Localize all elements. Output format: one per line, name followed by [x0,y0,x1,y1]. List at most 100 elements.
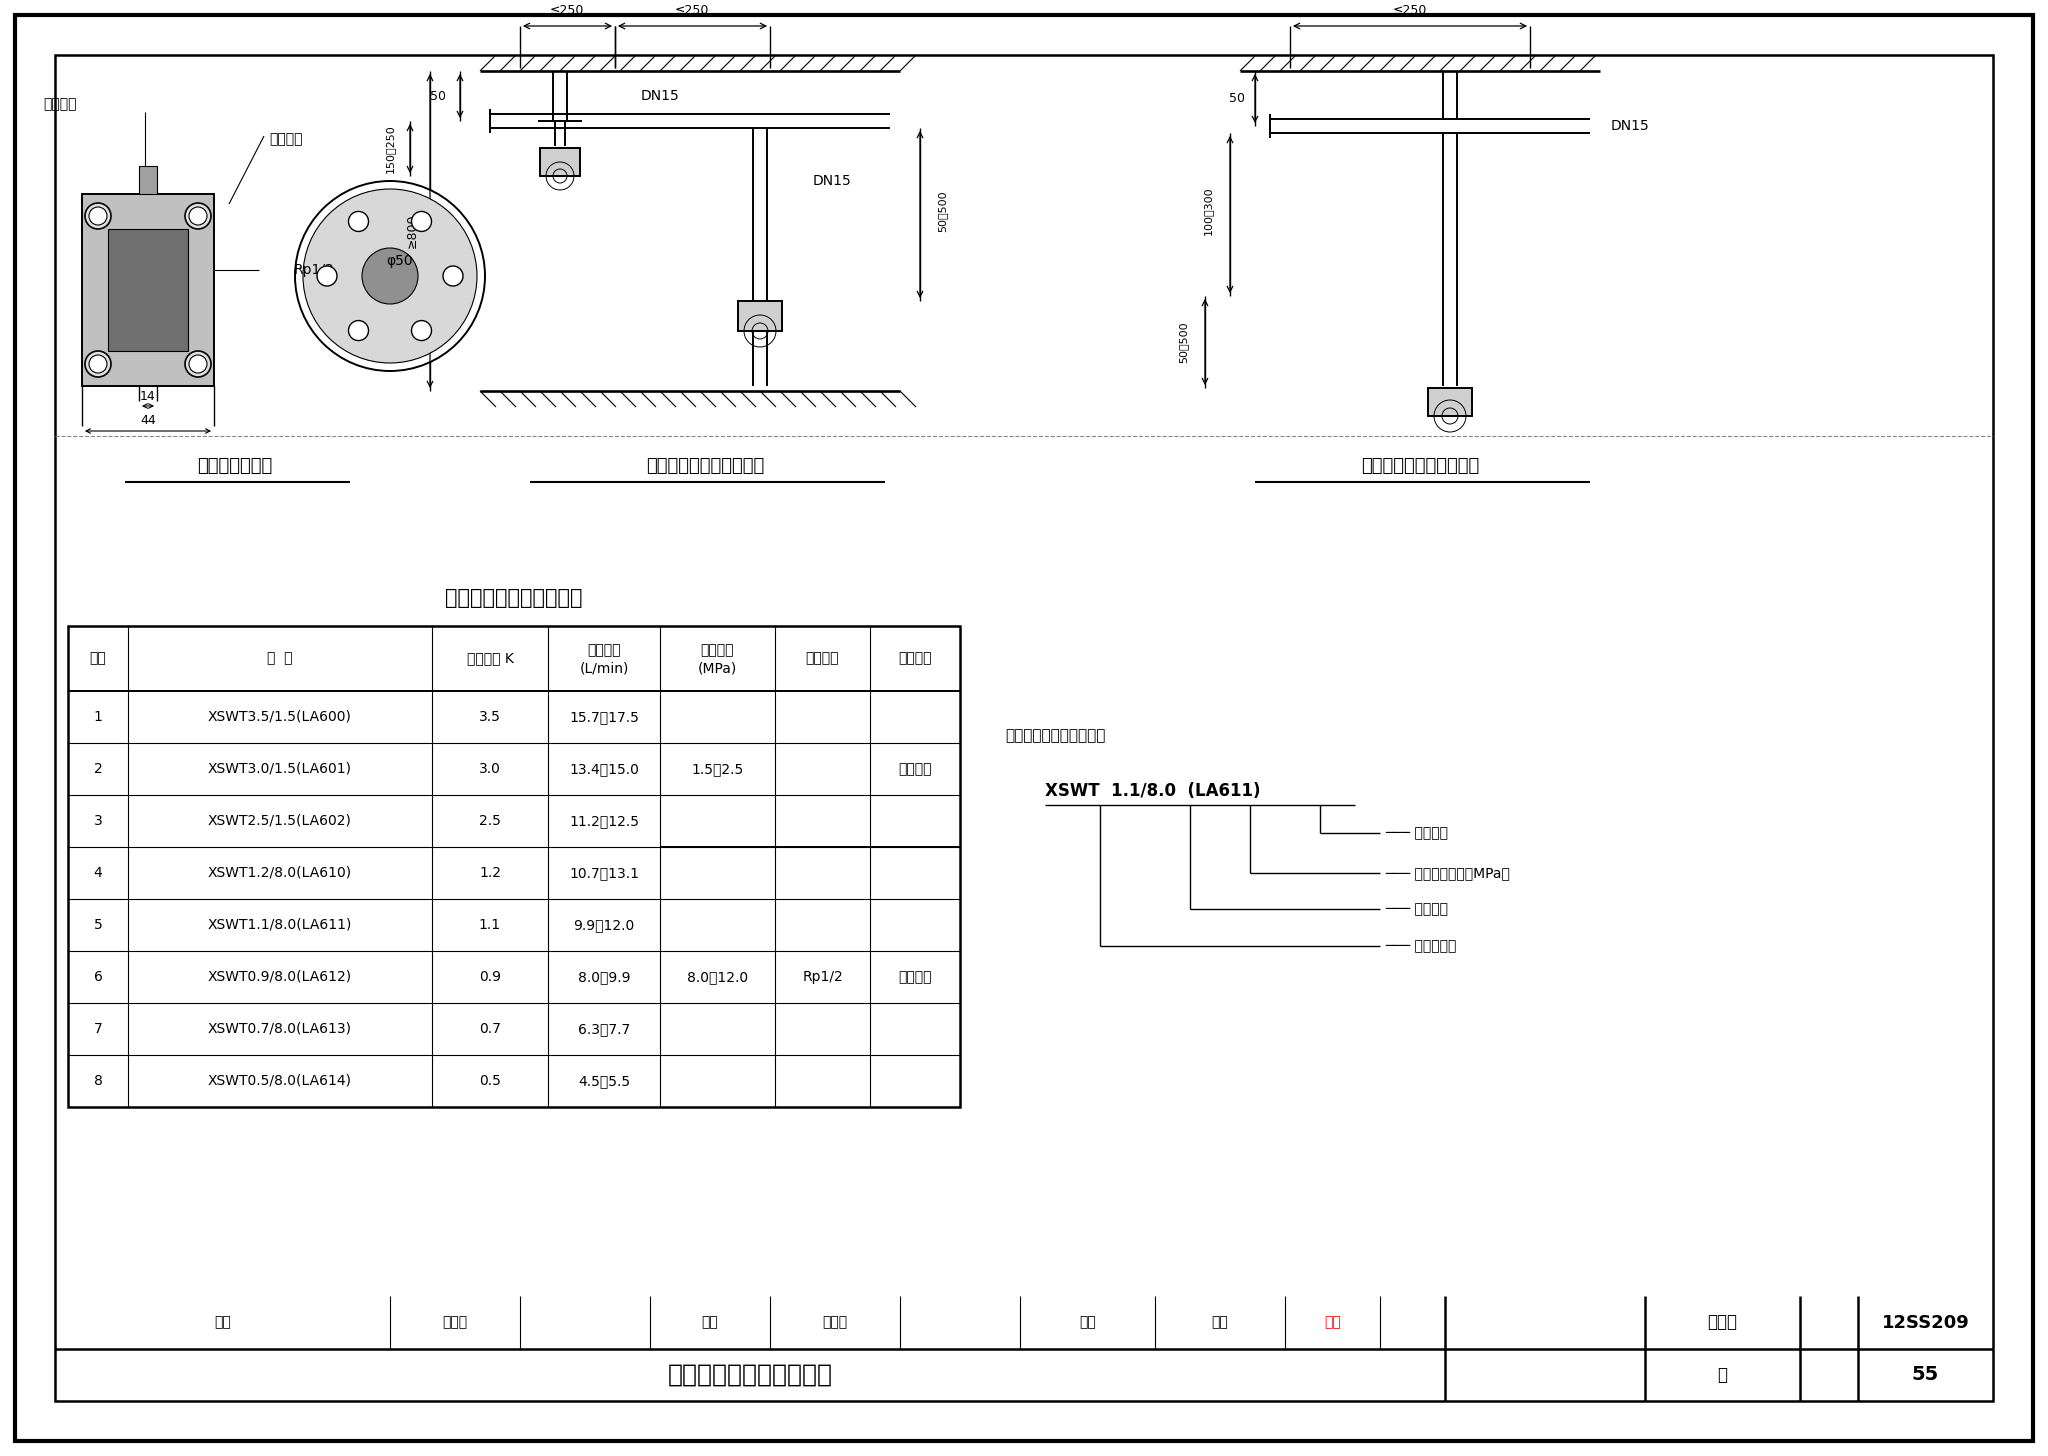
Text: 8: 8 [94,1075,102,1088]
Text: 1.2: 1.2 [479,866,502,879]
Bar [139,166,158,194]
Text: 工作压力: 工作压力 [700,644,735,658]
Text: ─── 最低工作压力（MPa）: ─── 最低工作压力（MPa） [1384,866,1509,879]
Text: 2.5: 2.5 [479,814,502,828]
Text: ≤250: ≤250 [1393,4,1427,17]
Circle shape [303,189,477,363]
Text: 高压系统: 高压系统 [899,970,932,984]
Text: DN15: DN15 [813,175,852,188]
Text: 中压系统: 中压系统 [899,761,932,776]
Text: ─── 工艺代号: ─── 工艺代号 [1384,826,1448,840]
Text: Rp1/2: Rp1/2 [803,970,844,984]
Text: 50: 50 [1229,93,1245,105]
Text: 8.0～9.9: 8.0～9.9 [578,970,631,984]
Text: 4.5～5.5: 4.5～5.5 [578,1075,631,1088]
Text: 开式喷头型号意义示例：: 开式喷头型号意义示例： [1006,728,1106,744]
Text: 1.5～2.5: 1.5～2.5 [692,761,743,776]
Circle shape [184,202,211,229]
Text: 有吊顶时开式喷头安装图: 有吊顶时开式喷头安装图 [645,457,764,475]
Text: ─── 流量系数: ─── 流量系数 [1384,903,1448,916]
Text: 11.2～12.5: 11.2～12.5 [569,814,639,828]
Text: 开式喷头技术性能参数表: 开式喷头技术性能参数表 [444,588,584,609]
Circle shape [184,351,211,377]
Text: 100～300: 100～300 [1202,186,1212,236]
Text: 6.3～7.7: 6.3～7.7 [578,1022,631,1037]
Text: 开式喷头外形图: 开式喷头外形图 [197,457,272,475]
Text: 15.7～17.5: 15.7～17.5 [569,711,639,724]
Text: 开式喷头外形图、安装图: 开式喷头外形图、安装图 [668,1363,831,1388]
Text: XSWT0.9/8.0(LA612): XSWT0.9/8.0(LA612) [209,970,352,984]
Circle shape [295,181,485,371]
Text: 6: 6 [94,970,102,984]
Text: 8.0～12.0: 8.0～12.0 [686,970,748,984]
Circle shape [412,320,432,341]
Text: 0.5: 0.5 [479,1075,502,1088]
Text: ≥800: ≥800 [406,214,418,249]
Text: 0.9: 0.9 [479,970,502,984]
Text: 1: 1 [94,711,102,724]
Text: 3.5: 3.5 [479,711,502,724]
Text: 无吊顶时开式喷头安装图: 无吊顶时开式喷头安装图 [1360,457,1479,475]
Text: 校对: 校对 [702,1316,719,1329]
Text: DN15: DN15 [641,89,680,103]
Text: 审核: 审核 [215,1316,231,1329]
Text: 设计: 设计 [1079,1316,1096,1329]
Text: 页: 页 [1718,1366,1729,1385]
Text: ≤250: ≤250 [674,4,709,17]
Text: ≤250: ≤250 [549,4,584,17]
Text: XSWT0.5/8.0(LA614): XSWT0.5/8.0(LA614) [209,1075,352,1088]
Text: 图集号: 图集号 [1708,1313,1737,1331]
Text: 吴龙标: 吴龙标 [823,1316,848,1329]
Text: XSWT3.0/1.5(LA601): XSWT3.0/1.5(LA601) [209,761,352,776]
Circle shape [88,207,106,226]
Text: DN15: DN15 [1610,119,1649,132]
Circle shape [317,266,338,285]
Text: 3: 3 [94,814,102,828]
Text: 额定流量: 额定流量 [588,644,621,658]
Text: 14: 14 [139,390,156,402]
Text: XSWT2.5/1.5(LA602): XSWT2.5/1.5(LA602) [209,814,352,828]
Text: 50: 50 [430,89,446,102]
Text: 4: 4 [94,866,102,879]
Text: XSWT3.5/1.5(LA600): XSWT3.5/1.5(LA600) [209,711,352,724]
Circle shape [188,355,207,373]
Circle shape [362,248,418,304]
Text: 2: 2 [94,761,102,776]
Circle shape [86,351,111,377]
Text: 1.1: 1.1 [479,917,502,932]
Text: (L/min): (L/min) [580,661,629,676]
Text: 50～500: 50～500 [1178,322,1188,363]
Circle shape [348,320,369,341]
Bar [109,229,188,351]
Text: 序号: 序号 [90,651,106,665]
Text: (MPa): (MPa) [698,661,737,676]
Circle shape [86,202,111,229]
Text: 9.9～12.0: 9.9～12.0 [573,917,635,932]
Text: 型  号: 型 号 [266,651,293,665]
Text: 喷头本体: 喷头本体 [268,132,303,146]
Circle shape [412,211,432,232]
Text: 洪亮: 洪亮 [1325,1316,1341,1329]
Text: 55: 55 [1913,1366,1939,1385]
Bar [82,194,213,386]
Text: 7: 7 [94,1022,102,1037]
Text: 洪亮: 洪亮 [1212,1316,1229,1329]
Text: XSWT0.7/8.0(LA613): XSWT0.7/8.0(LA613) [209,1022,352,1037]
Text: ─── 细水雾喷头: ─── 细水雾喷头 [1384,939,1456,954]
Text: Rp1/2: Rp1/2 [293,264,334,277]
Text: 50～500: 50～500 [938,191,946,232]
Text: 微型喷嘴: 微型喷嘴 [43,98,78,111]
Bar [1427,387,1473,416]
Text: 12SS209: 12SS209 [1882,1313,1970,1331]
Circle shape [442,266,463,285]
Circle shape [348,211,369,232]
Text: 0.7: 0.7 [479,1022,502,1037]
Bar [541,149,580,176]
Bar [737,301,782,331]
Text: 流量系数 K: 流量系数 K [467,651,514,665]
Text: XSWT  1.1/8.0  (LA611): XSWT 1.1/8.0 (LA611) [1044,782,1260,799]
Text: 13.4～15.0: 13.4～15.0 [569,761,639,776]
Text: φ50: φ50 [387,253,414,268]
Bar [68,626,961,1107]
Text: 适用系统: 适用系统 [899,651,932,665]
